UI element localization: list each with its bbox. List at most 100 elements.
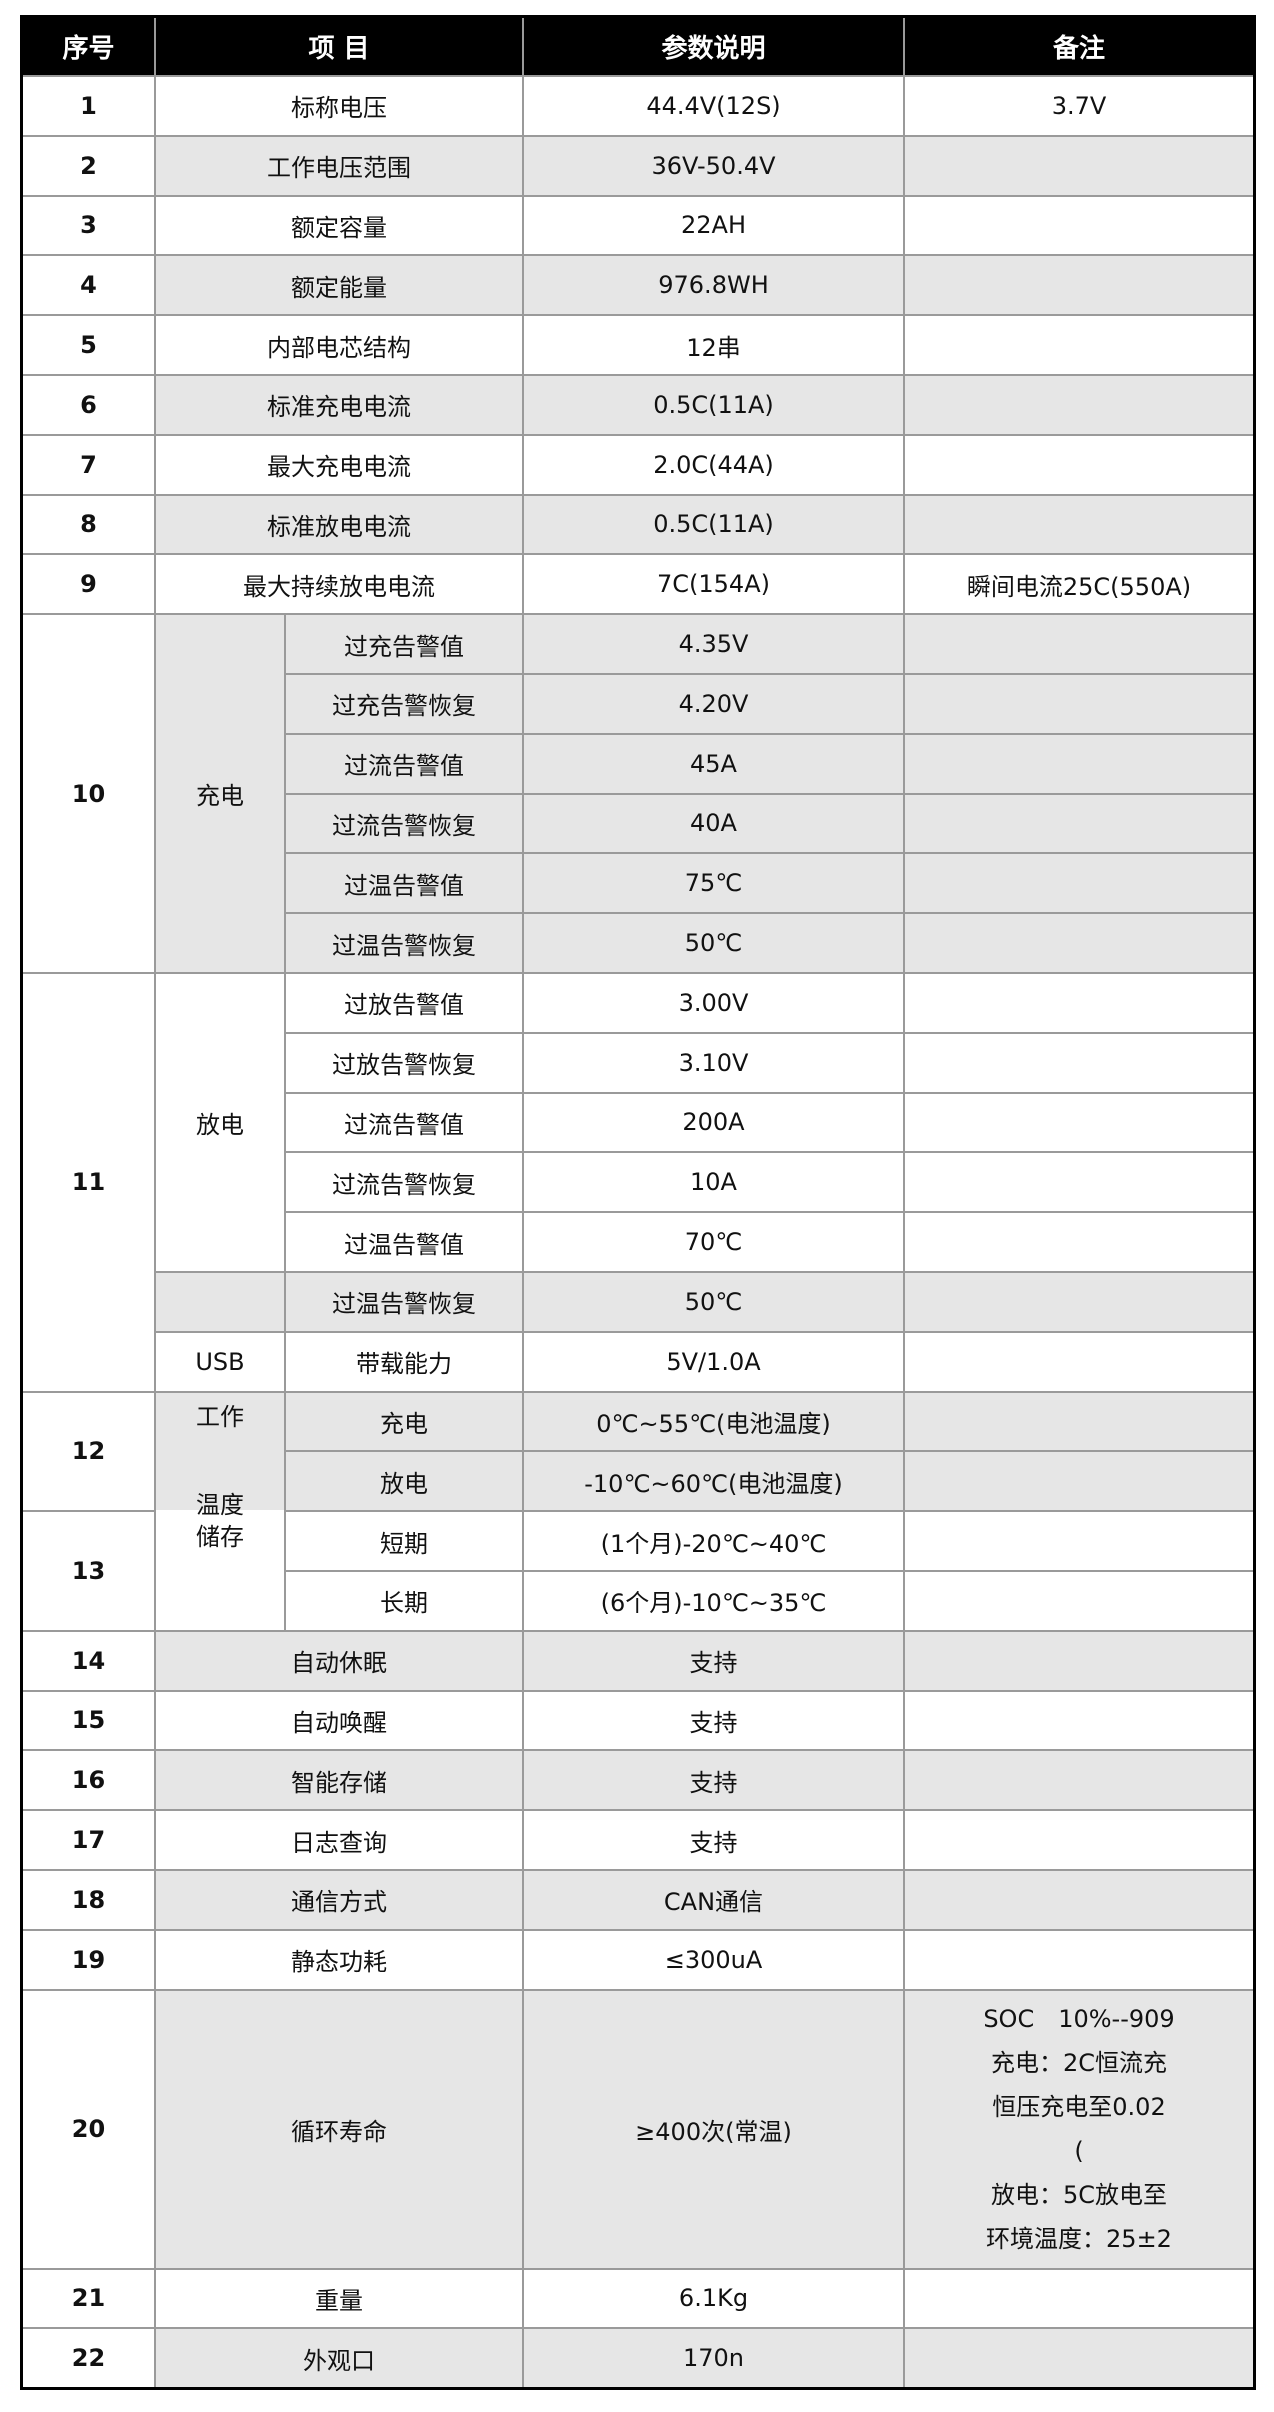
sub-remark [905,734,1253,793]
header-remark: 备注 [905,18,1253,75]
row-param: 170n [524,2329,903,2388]
row-remark [905,316,1253,374]
remark-line: ( [1074,2137,1084,2165]
row-param: 支持 [524,1631,903,1690]
row-number: 19 [23,1930,154,1989]
sub-item: 过温告警值 [286,854,522,913]
row-param: ≤300uA [524,1930,903,1989]
sub-param: (6个月)-10℃~35℃ [524,1571,903,1630]
row-number: 21 [23,2269,154,2328]
sub-remark [905,1332,1253,1391]
row-param: 0.5C(11A) [524,375,903,434]
work-label: 工作 [196,1402,244,1431]
row-number: 8 [23,495,154,554]
row-item: 最大持续放电电流 [156,555,522,614]
row-param: 44.4V(12S) [524,77,903,135]
row-remark [905,495,1253,554]
sub-param: 75℃ [524,854,903,913]
row-number: 17 [23,1811,154,1869]
row-number: 18 [23,1870,154,1929]
row-remark [905,1811,1253,1869]
row-number: 6 [23,375,154,434]
row-number: 16 [23,1751,154,1810]
row-param: 7C(154A) [524,555,903,614]
sub-item: 过温告警恢复 [286,1272,522,1331]
row-param: CAN通信 [524,1870,903,1929]
row-item: 重量 [156,2269,522,2328]
sub-remark [905,615,1253,673]
sub-remark [905,794,1253,853]
row-item: 额定能量 [156,256,522,315]
sub-param: 200A [524,1093,903,1152]
row-number: 7 [23,435,154,494]
row-item: 自动休眠 [156,1631,522,1690]
row-number: 1 [23,77,154,135]
row-remark: 瞬间电流25C(550A) [905,555,1253,614]
row-param: 支持 [524,1751,903,1810]
row-remark [905,256,1253,315]
row-number: 11 [23,973,154,1391]
group-label-charge: 充电 [156,615,284,972]
row-remark [905,1930,1253,1989]
row-item: 内部电芯结构 [156,316,522,374]
row-remark [905,1631,1253,1690]
group-label-empty [156,1272,284,1331]
row-number: 9 [23,555,154,614]
sub-remark [905,1213,1253,1271]
row-item: 最大充电电流 [156,435,522,494]
row-param: ≥400次(常温) [524,1990,903,2268]
header-no: 序号 [23,18,154,75]
row-item: 额定容量 [156,196,522,255]
sub-item: 过流告警值 [286,1093,522,1152]
row-item: 外观口 [156,2329,522,2388]
row-number: 13 [23,1512,154,1630]
row-item: 标准放电电流 [156,495,522,554]
row-number: 12 [23,1392,154,1511]
row-param: 36V-50.4V [524,136,903,195]
storage-label: 储存 [196,1522,244,1551]
sub-param: -10℃~60℃(电池温度) [524,1452,903,1511]
sub-item: 过流告警恢复 [286,794,522,853]
row-number: 3 [23,196,154,255]
group-label-discharge: 放电 [156,973,284,1271]
sub-remark [905,1452,1253,1511]
row-item: 工作电压范围 [156,136,522,195]
sub-param: 50℃ [524,914,903,972]
row-number: 14 [23,1631,154,1690]
row-remark [905,136,1253,195]
row-item: 日志查询 [156,1811,522,1869]
sub-item: 过温告警恢复 [286,914,522,972]
row-item: 标准充电电流 [156,375,522,434]
sub-item: 短期 [286,1512,522,1570]
row-item: 通信方式 [156,1870,522,1929]
sub-item: 过流告警值 [286,734,522,793]
sub-param: 40A [524,794,903,853]
sub-remark [905,1272,1253,1331]
sub-param: (1个月)-20℃~40℃ [524,1512,903,1570]
usb-label: USB [156,1332,284,1391]
sub-param: 10A [524,1153,903,1212]
sub-param: 3.10V [524,1033,903,1092]
sub-remark [905,1033,1253,1092]
remark-line: 恒压充电至0.02 [992,2093,1166,2121]
sub-param: 70℃ [524,1213,903,1271]
row-remark [905,1751,1253,1810]
sub-remark [905,1153,1253,1212]
sub-item: 充电 [286,1392,522,1451]
sub-remark [905,1512,1253,1570]
sub-item: 过流告警恢复 [286,1153,522,1212]
row-number: 10 [23,615,154,972]
sub-item: 过放告警值 [286,973,522,1032]
sub-item: 过放告警恢复 [286,1033,522,1092]
sub-param: 0℃~55℃(电池温度) [524,1392,903,1451]
sub-param: 3.00V [524,973,903,1032]
sub-remark [905,674,1253,733]
row-remark: 3.7V [905,77,1253,135]
header-param: 参数说明 [524,18,903,75]
row-number: 2 [23,136,154,195]
row-item: 自动唤醒 [156,1691,522,1750]
sub-item: 过温告警值 [286,1213,522,1271]
row-number: 22 [23,2329,154,2388]
row-number: 20 [23,1990,154,2268]
temperature-label-cell: 工作 温度 储存 [156,1392,284,1630]
